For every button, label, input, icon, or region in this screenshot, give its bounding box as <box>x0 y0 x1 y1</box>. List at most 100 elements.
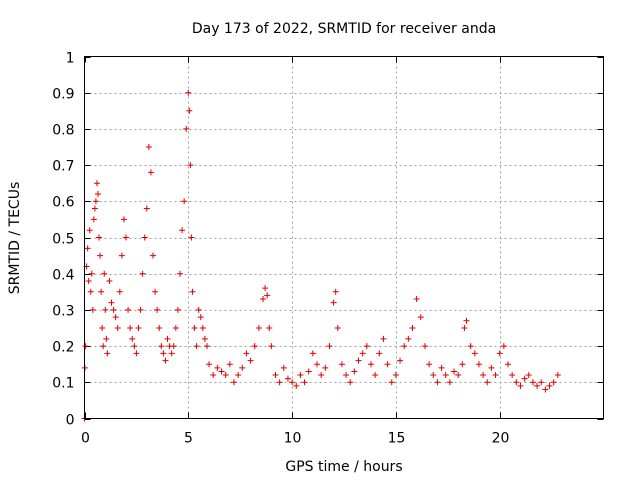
data-point <box>168 350 175 357</box>
data-point <box>116 288 123 295</box>
y-tick-label: 0 <box>66 413 75 429</box>
data-point <box>367 361 374 368</box>
y-tick-label: 0.9 <box>52 87 74 103</box>
x-tick-label: 15 <box>388 431 406 447</box>
data-point <box>434 379 441 386</box>
data-point <box>174 306 181 313</box>
data-point <box>392 372 399 379</box>
data-point <box>405 335 412 342</box>
data-point <box>170 343 177 350</box>
data-point <box>351 368 358 375</box>
data-point <box>82 343 89 350</box>
data-point <box>86 227 93 234</box>
x-tick-label: 0 <box>81 431 90 447</box>
data-point <box>101 270 108 277</box>
x-tick-label: 20 <box>492 431 510 447</box>
data-point <box>421 343 428 350</box>
data-point <box>197 314 204 321</box>
data-point <box>235 372 242 379</box>
data-point <box>521 375 528 382</box>
data-point <box>147 169 154 176</box>
data-point <box>409 325 416 331</box>
data-point <box>484 379 491 386</box>
data-point <box>85 277 92 284</box>
y-tick-label: 0.3 <box>52 304 74 320</box>
data-point <box>185 89 192 96</box>
data-point <box>505 361 512 368</box>
data-point <box>100 343 107 350</box>
data-point <box>309 350 316 357</box>
data-point <box>193 343 200 350</box>
data-point <box>199 325 206 331</box>
data-point <box>534 382 541 389</box>
y-tick-label: 0.6 <box>52 195 74 211</box>
data-point <box>106 277 113 284</box>
data-point <box>154 306 161 313</box>
data-point <box>461 325 468 331</box>
data-point <box>183 125 190 132</box>
data-point <box>480 372 487 379</box>
x-tick-label: 10 <box>284 431 302 447</box>
data-point <box>172 325 179 331</box>
data-point <box>179 227 186 234</box>
data-point <box>186 107 193 114</box>
data-point <box>496 350 503 357</box>
x-axis-title: GPS time / hours <box>285 459 402 475</box>
data-point <box>145 144 152 150</box>
data-point <box>102 306 109 313</box>
data-point <box>92 198 99 205</box>
data-point <box>332 288 339 295</box>
data-point <box>181 198 188 205</box>
data-point <box>218 368 225 375</box>
y-tick-label: 0.5 <box>52 232 74 248</box>
data-point <box>459 361 466 368</box>
plot-frame <box>84 56 604 419</box>
data-point <box>255 325 262 331</box>
data-point <box>91 205 98 212</box>
data-point <box>129 335 136 342</box>
data-point <box>187 162 194 169</box>
data-point <box>97 252 104 259</box>
data-point <box>89 306 96 313</box>
data-point <box>451 368 458 375</box>
data-point <box>88 270 95 277</box>
data-point <box>546 382 553 389</box>
data-point <box>318 372 325 379</box>
data-point <box>260 296 267 303</box>
data-point <box>471 350 478 357</box>
data-point <box>280 364 287 371</box>
data-point <box>338 361 345 368</box>
data-point <box>120 216 127 223</box>
data-point <box>529 379 536 386</box>
data-point <box>455 372 462 379</box>
data-point <box>326 343 333 350</box>
data-point <box>127 325 134 331</box>
data-point <box>114 325 121 331</box>
data-point <box>475 361 482 368</box>
data-point <box>206 361 213 368</box>
data-point <box>289 379 296 386</box>
y-tick-label: 0.4 <box>52 268 74 284</box>
data-point <box>99 325 106 331</box>
data-point <box>135 325 142 331</box>
data-points <box>81 89 561 422</box>
data-point <box>247 357 254 364</box>
data-point <box>384 361 391 368</box>
y-tick-label: 0.8 <box>52 123 74 139</box>
data-point <box>380 335 387 342</box>
data-point <box>488 364 495 371</box>
data-point <box>239 364 246 371</box>
data-point <box>264 292 271 299</box>
data-point <box>268 343 275 350</box>
data-point <box>84 245 91 252</box>
data-point <box>314 361 321 368</box>
data-point <box>301 379 308 386</box>
data-point <box>438 364 445 371</box>
data-point <box>305 368 312 375</box>
data-point <box>355 357 362 364</box>
data-point <box>123 234 130 241</box>
y-tick-label: 0.2 <box>52 340 74 356</box>
data-point <box>388 379 395 386</box>
data-point <box>297 372 304 379</box>
